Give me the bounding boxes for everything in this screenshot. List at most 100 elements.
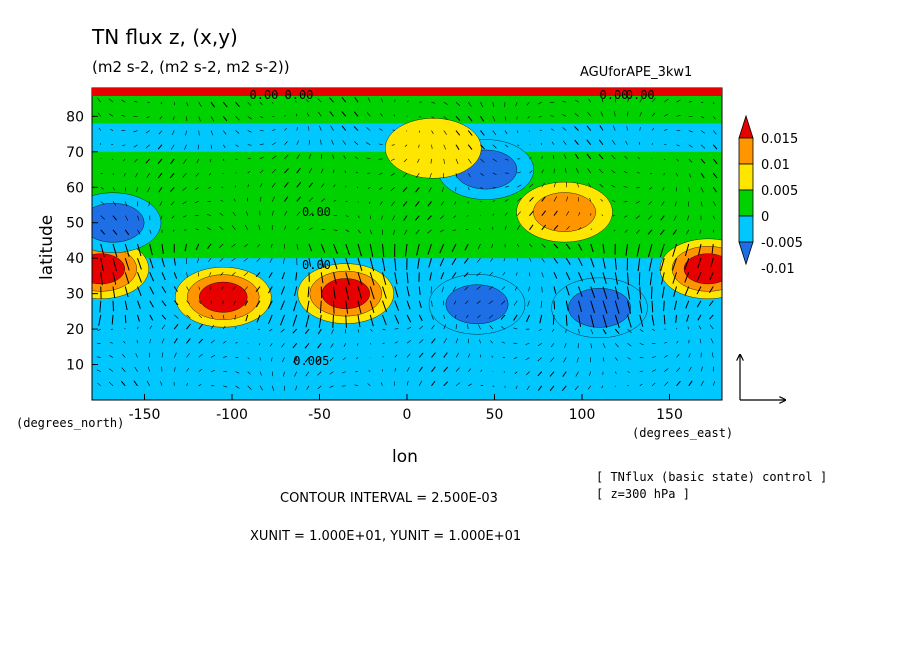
colorbar: 0.015 0.01 0.005 0 -0.005 -0.01 [738,114,803,277]
flux-vector [296,243,299,250]
flux-vector [454,201,457,205]
flux-vector [317,328,322,335]
flux-vector [219,226,224,231]
flux-vector [710,258,714,267]
flux-vector [467,324,469,330]
flux-vector [688,380,693,387]
flux-vector [112,158,114,161]
flux-vector [256,314,261,323]
flux-vector [333,286,336,300]
flux-vector [614,371,617,374]
flux-vector [271,385,275,391]
flux-vector [529,196,534,202]
flux-vector [614,300,620,314]
flux-vector [541,210,547,216]
flux-vector [565,286,570,296]
flux-vector [306,385,310,390]
flux-vector [195,172,199,177]
flux-vector [700,158,706,164]
flux-vector [443,381,449,387]
flux-vector [267,300,273,309]
flux-vector [525,357,530,361]
flux-vector [247,343,249,345]
flux-vector [378,143,383,146]
flux-vector [196,158,200,164]
flux-vector [380,382,383,386]
flux-vector [149,338,151,344]
flux-vector [308,243,313,252]
flux-vector [565,257,571,265]
flux-vector [259,371,262,376]
flux-vector [588,182,592,188]
flux-vector [406,340,412,344]
flux-vector [504,158,509,161]
flux-vector [529,224,534,231]
flux-vector [480,201,482,203]
flux-vector [623,171,628,174]
flux-vector [528,286,530,292]
flux-vector [146,116,150,119]
flux-vector [280,328,285,333]
flux-vector [468,368,472,372]
flux-vector [210,116,215,122]
flux-vector [480,384,484,387]
flux-vector [243,286,248,291]
flux-vector [451,243,457,252]
flux-vector [284,141,288,145]
flux-vector [185,130,187,136]
flux-vector [428,258,432,268]
flux-vector [553,272,558,279]
flux-vector [709,314,714,320]
flux-vector [552,155,555,159]
y-tick-label: 50 [66,216,84,232]
flux-vector [549,371,555,377]
flux-vector [431,380,436,387]
flux-vector [231,225,236,231]
flux-vector [443,324,446,330]
flux-vector [319,125,322,131]
flux-vector [296,226,300,231]
flux-vector [124,201,128,207]
flux-vector [415,229,420,235]
flux-vector [305,314,310,328]
flux-vector [145,144,150,149]
flux-vector [304,342,310,349]
flux-vector [109,342,114,344]
flux-vector [406,327,412,330]
flux-vector [257,328,261,331]
flux-vector [308,258,312,267]
flux-vector [417,258,420,269]
flux-vector [651,356,657,358]
flux-vector [170,201,175,206]
flux-vector [429,172,432,179]
flux-vector [308,139,311,145]
flux-vector [331,139,334,145]
flux-vector [329,371,334,375]
flux-vector [443,101,448,105]
flux-vector [406,380,409,386]
flux-vector [124,215,129,221]
flux-vector [627,314,632,328]
flux-vector [333,199,337,202]
flux-vector [574,385,579,391]
flux-vector [382,272,387,286]
flux-vector [513,357,518,359]
flux-vector [292,342,298,349]
flux-vector [516,130,519,133]
flux-vector [342,371,346,374]
flux-vector [602,272,607,284]
contour-label: 0.00 [285,88,314,102]
flux-vector [590,314,595,328]
flux-vector [431,366,436,372]
flux-vector [304,328,310,335]
flux-vector [696,300,702,308]
flux-vector [223,340,227,344]
flux-vector [405,130,408,132]
flux-vector [304,357,310,363]
flux-vector [578,212,581,216]
flux-vector [589,198,592,202]
flux-vector [171,130,175,136]
flux-vector [674,300,677,310]
flux-vector [186,314,191,319]
flux-vector [651,328,656,331]
